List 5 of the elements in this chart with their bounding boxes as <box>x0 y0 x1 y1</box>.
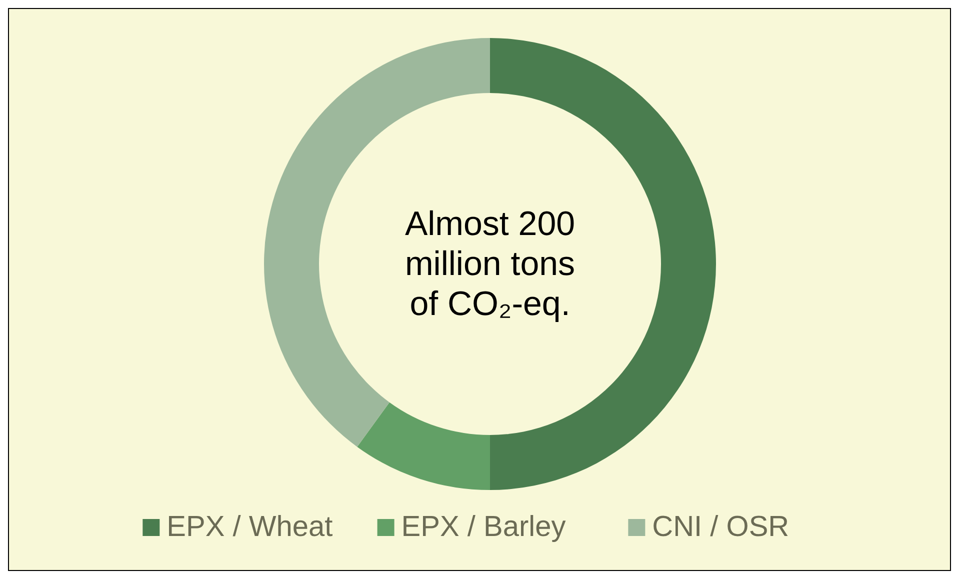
legend-label: EPX / Wheat <box>166 511 333 543</box>
text: Almost 200 million tons of CO₂-eq. <box>404 205 576 323</box>
donut-slice <box>357 402 490 490</box>
legend-label: EPX / Barley <box>401 511 566 543</box>
legend-label: CNI / OSR <box>652 511 790 543</box>
